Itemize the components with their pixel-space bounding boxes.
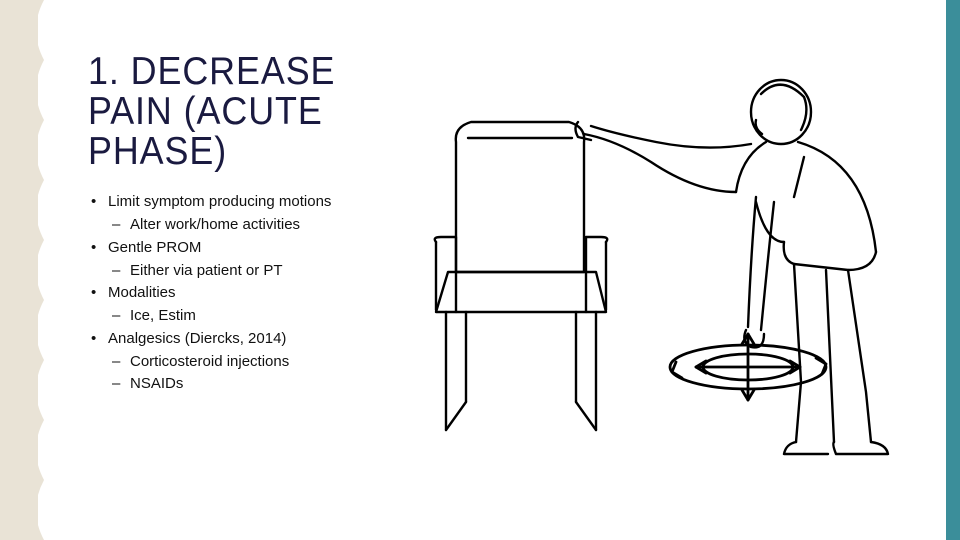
bullet-item: Gentle PROM Either via patient or PT — [88, 239, 388, 281]
person-icon — [576, 80, 889, 454]
pendulum-exercise-illustration — [396, 42, 936, 472]
bullet-text: Modalities — [108, 284, 176, 301]
bullet-text: Gentle PROM — [108, 239, 201, 256]
left-border-wave — [26, 0, 44, 540]
bullet-item: Limit symptom producing motions Alter wo… — [88, 193, 388, 235]
text-column: 1. DECREASE PAIN (ACUTE PHASE) Limit sym… — [88, 52, 388, 528]
bullet-item: Analgesics (Diercks, 2014) Corticosteroi… — [88, 330, 388, 394]
bullet-list: Limit symptom producing motions Alter wo… — [88, 193, 388, 394]
chair-icon — [435, 122, 607, 430]
pendulum-arrows-icon — [670, 334, 826, 400]
sub-bullet: Corticosteroid injections — [108, 353, 388, 372]
sub-bullet: Either via patient or PT — [108, 262, 388, 281]
bullet-item: Modalities Ice, Estim — [88, 284, 388, 326]
slide-content: 1. DECREASE PAIN (ACUTE PHASE) Limit sym… — [88, 52, 930, 528]
bullet-text: Limit symptom producing motions — [108, 193, 331, 210]
sub-bullet: Ice, Estim — [108, 307, 388, 326]
right-decorative-border — [946, 0, 960, 540]
illustration-column — [396, 42, 930, 528]
bullet-text: Analgesics (Diercks, 2014) — [108, 330, 286, 347]
sub-bullet: NSAIDs — [108, 375, 388, 394]
sub-bullet: Alter work/home activities — [108, 216, 388, 235]
slide-title: 1. DECREASE PAIN (ACUTE PHASE) — [88, 52, 364, 171]
